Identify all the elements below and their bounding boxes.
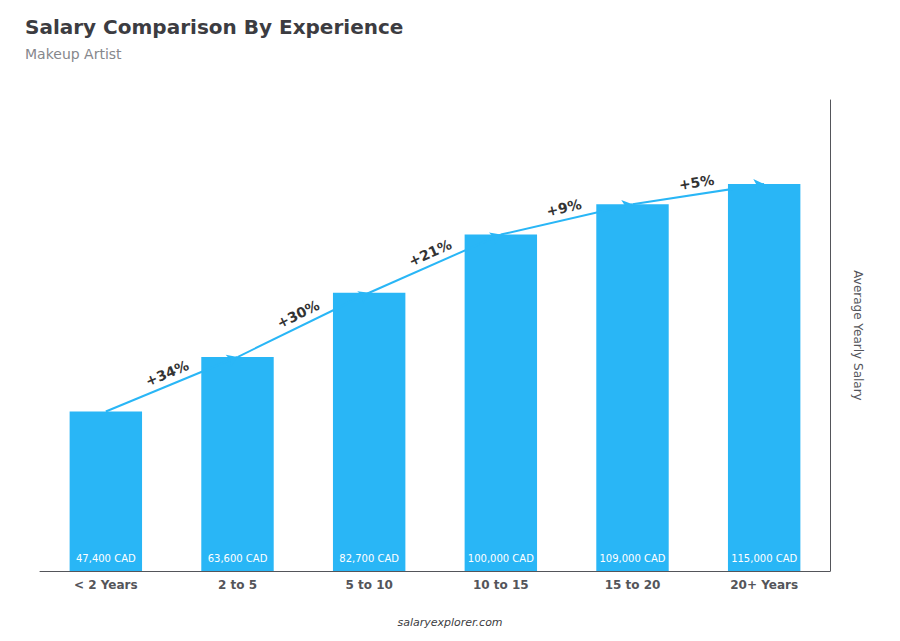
- svg-text:+5%: +5%: [678, 172, 715, 193]
- svg-text:+34%: +34%: [143, 357, 191, 389]
- svg-text:salaryexplorer.com: salaryexplorer.com: [397, 616, 502, 629]
- svg-text:20+ Years: 20+ Years: [730, 578, 798, 592]
- svg-text:15 to 20: 15 to 20: [605, 578, 661, 592]
- svg-text:47,400 CAD: 47,400 CAD: [76, 553, 136, 564]
- svg-text:10 to 15: 10 to 15: [473, 578, 529, 592]
- svg-text:5 to 10: 5 to 10: [345, 578, 392, 592]
- svg-text:109,000 CAD: 109,000 CAD: [599, 553, 665, 564]
- svg-text:2 to 5: 2 to 5: [218, 578, 257, 592]
- svg-text:115,000 CAD: 115,000 CAD: [731, 553, 797, 564]
- svg-text:+30%: +30%: [274, 297, 322, 331]
- svg-text:Salary Comparison By Experienc: Salary Comparison By Experience: [25, 15, 403, 39]
- svg-text:100,000 CAD: 100,000 CAD: [468, 553, 534, 564]
- svg-text:< 2 Years: < 2 Years: [74, 578, 138, 592]
- svg-text:Makeup Artist: Makeup Artist: [25, 46, 122, 62]
- svg-text:Average Yearly Salary: Average Yearly Salary: [851, 270, 865, 400]
- svg-text:63,600 CAD: 63,600 CAD: [208, 553, 268, 564]
- svg-text:+21%: +21%: [406, 236, 454, 269]
- svg-text:+9%: +9%: [545, 196, 583, 220]
- svg-text:82,700 CAD: 82,700 CAD: [339, 553, 399, 564]
